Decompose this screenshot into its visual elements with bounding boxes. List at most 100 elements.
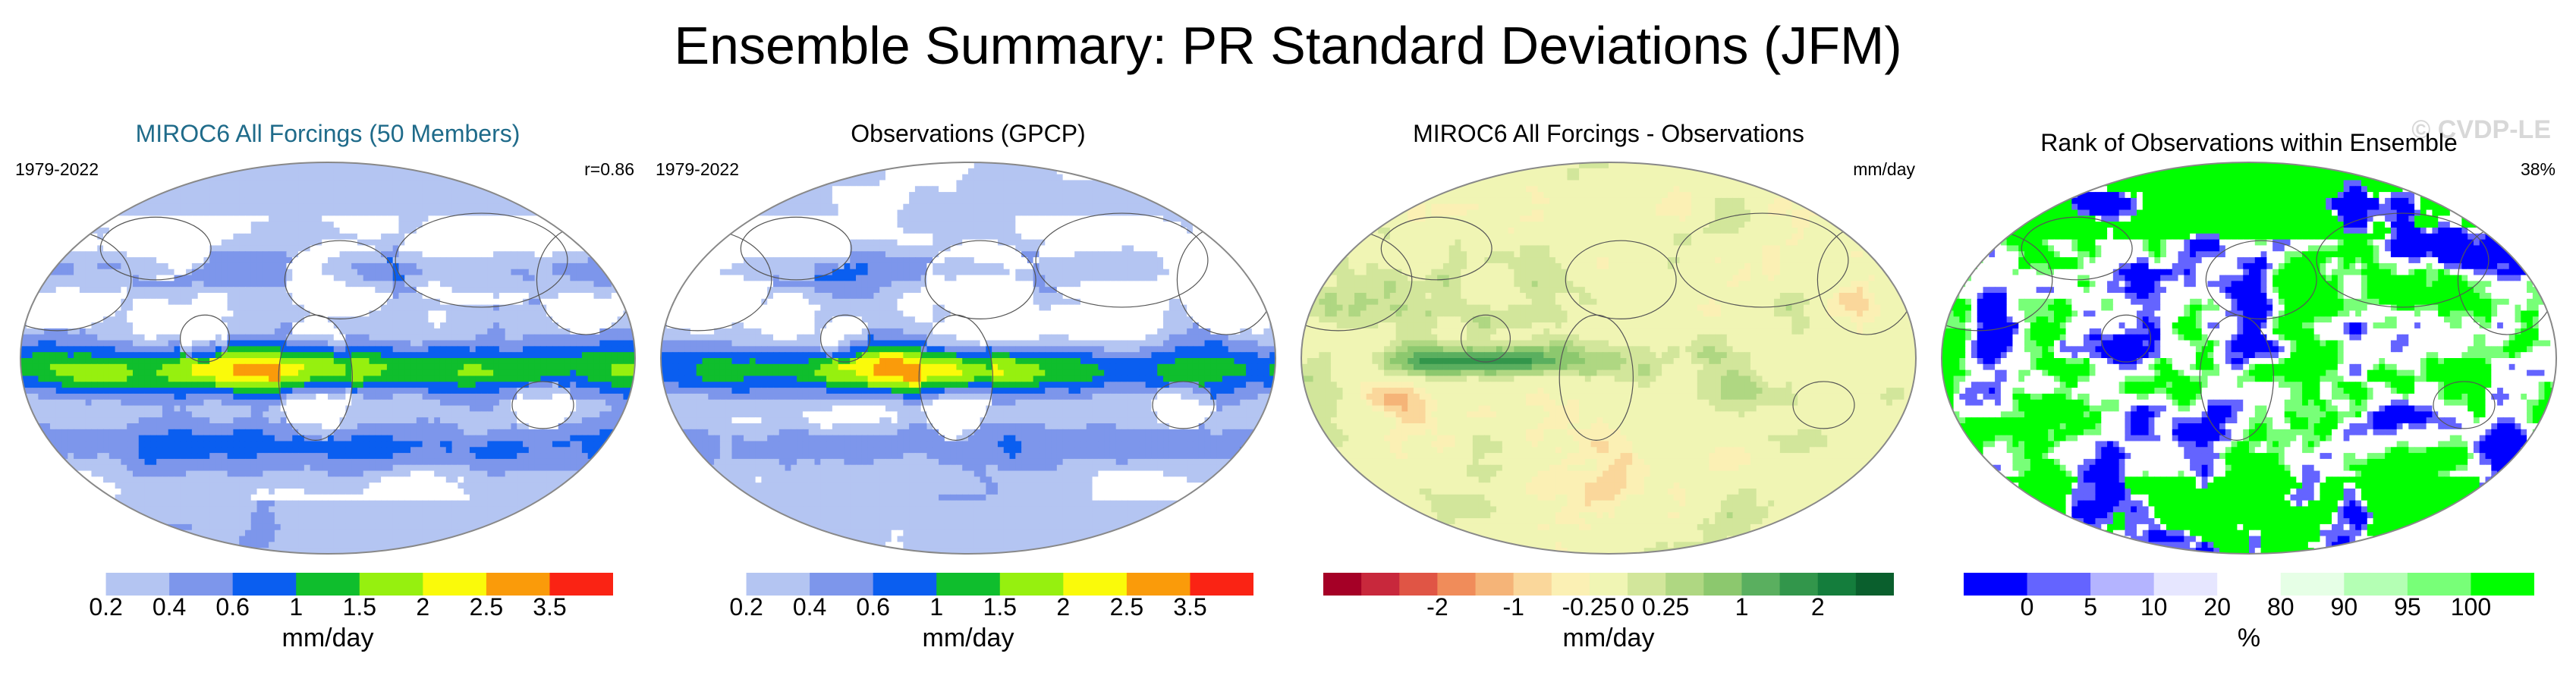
colorbar-tick-label: 80: [2267, 593, 2294, 618]
colorbar-tick-label: 0: [1621, 593, 1634, 618]
colorbar-swatch: [810, 573, 874, 596]
colorbar-swatch: [1964, 573, 2028, 596]
colorbar-tick-label: 1.5: [343, 593, 376, 618]
world-map: [20, 162, 636, 555]
colorbar-swatch: [2407, 573, 2471, 596]
colorbar-swatch: [1817, 573, 1857, 596]
panel-model-precip: MIROC6 All Forcings (50 Members) 1979-20…: [14, 114, 642, 675]
map-field: [1942, 162, 2556, 554]
colorbar-swatch: [2280, 573, 2345, 596]
colorbar-swatch: [1399, 573, 1438, 596]
colorbar-tick-label: 0.25: [1642, 593, 1689, 618]
colorbar-swatch: [1665, 573, 1704, 596]
colorbar-swatch: [2217, 573, 2282, 596]
colorbar-swatch: [999, 573, 1064, 596]
colorbar-swatch: [1437, 573, 1477, 596]
colorbar-swatch: [1741, 573, 1781, 596]
panel-title: Observations (GPCP): [654, 120, 1282, 148]
figure-title: Ensemble Summary: PR Standard Deviations…: [0, 15, 2576, 76]
colorbar-swatch: [549, 573, 613, 596]
colorbar-tick-label: 2: [1811, 593, 1825, 618]
colorbar-swatch: [1475, 573, 1514, 596]
panel-title: MIROC6 All Forcings (50 Members): [14, 120, 642, 148]
map-field: [1301, 162, 1916, 554]
colorbar-tick-label: 2: [1056, 593, 1070, 618]
colorbar-tick-label: 3.5: [533, 593, 566, 618]
world-map: [660, 162, 1276, 555]
colorbar-swatch: [1513, 573, 1552, 596]
colorbar-tick-label: 2.5: [1110, 593, 1143, 618]
watermark: © CVDP-LE: [2411, 115, 2551, 145]
colorbar-tick-label: 2.5: [470, 593, 503, 618]
colorbar-tick-label: 20: [2203, 593, 2231, 618]
colorbar-swatch: [169, 573, 234, 596]
colorbar: -2 -1 -0.25 0 0.25 1 2: [1323, 573, 1894, 618]
colorbar: 0 5 10 20 80 90 95 100: [1964, 573, 2534, 618]
colorbar-tick-label: 100: [2451, 593, 2491, 618]
colorbar-tick-label: 0.4: [793, 593, 826, 618]
colorbar-tick-label: -1: [1502, 593, 1524, 618]
colorbar-swatch: [2090, 573, 2155, 596]
colorbar: 0.2 0.4 0.6 1 1.5 2 2.5 3.5: [42, 573, 613, 618]
colorbar-swatch: [873, 573, 937, 596]
colorbar-tick-label: 5: [2084, 593, 2097, 618]
colorbar-tick-label: 1.5: [983, 593, 1017, 618]
period-label: 1979-2022: [15, 159, 99, 180]
colorbar-tick-label: 0: [2021, 593, 2034, 618]
colorbar-swatch: [746, 573, 810, 596]
colorbar-swatch: [1551, 573, 1590, 596]
colorbar-tick-label: -2: [1426, 593, 1448, 618]
panel-obs-precip: Observations (GPCP) 1979-2022 0.2 0.4 0.6 1…: [654, 114, 1282, 675]
map-field: [661, 162, 1275, 554]
colorbar-unit: %: [1935, 624, 2563, 653]
world-map: [1301, 162, 1917, 555]
colorbar-swatch: [1361, 573, 1400, 596]
map-border: [1301, 162, 1917, 555]
units-label: mm/day: [1853, 159, 1915, 180]
colorbar-tick-label: 1: [289, 593, 303, 618]
colorbar-swatch: [936, 573, 1001, 596]
colorbar-swatch: [1779, 573, 1819, 596]
panel-rank: © CVDP-LE Rank of Observations within En…: [1935, 114, 2563, 675]
colorbar-swatch: [2344, 573, 2408, 596]
panel-difference: MIROC6 All Forcings - Observations mm/da…: [1294, 114, 1923, 675]
colorbar-tick-label: 1: [929, 593, 943, 618]
colorbar-tick-label: 10: [2140, 593, 2168, 618]
map-field: [20, 162, 635, 554]
colorbar-tick-label: 90: [2331, 593, 2358, 618]
colorbar-swatch: [42, 573, 107, 596]
colorbar-swatch: [2153, 573, 2218, 596]
colorbar-tick-label: 0.2: [89, 593, 122, 618]
colorbar-swatch: [1589, 573, 1628, 596]
colorbar-swatch: [1063, 573, 1128, 596]
map-border: [20, 162, 636, 555]
colorbar-tick-label: 95: [2394, 593, 2421, 618]
colorbar-tick-label: 3.5: [1173, 593, 1206, 618]
colorbar-tick-label: 0.6: [215, 593, 249, 618]
colorbar-swatch: [1190, 573, 1253, 596]
colorbar-tick-label: -0.25: [1562, 593, 1617, 618]
colorbar-swatch: [232, 573, 297, 596]
world-map: [1941, 162, 2557, 555]
colorbar-swatch: [423, 573, 487, 596]
colorbar-swatch: [296, 573, 360, 596]
colorbar-swatch: [359, 573, 423, 596]
colorbar-swatch: [486, 573, 550, 596]
colorbar-tick-label: 0.4: [153, 593, 186, 618]
percent-label: 38%: [2521, 159, 2556, 180]
colorbar-swatch: [683, 573, 747, 596]
colorbar: 0.2 0.4 0.6 1 1.5 2 2.5 3.5: [683, 573, 1253, 618]
map-border: [1941, 162, 2557, 555]
colorbar-swatch: [105, 573, 170, 596]
colorbar-unit: mm/day: [1294, 624, 1923, 653]
colorbar-unit: mm/day: [14, 624, 642, 653]
panel-title: Rank of Observations within Ensemble: [1935, 129, 2563, 157]
colorbar-swatch: [2471, 573, 2534, 596]
colorbar-tick-label: 0.6: [856, 593, 889, 618]
colorbar-tick-label: 2: [416, 593, 429, 618]
colorbar-swatch: [1628, 573, 1666, 596]
colorbar-tick-label: 0.2: [729, 593, 763, 618]
colorbar-swatch: [1703, 573, 1742, 596]
colorbar-tick-label: 1: [1735, 593, 1749, 618]
colorbar-swatch: [1126, 573, 1190, 596]
